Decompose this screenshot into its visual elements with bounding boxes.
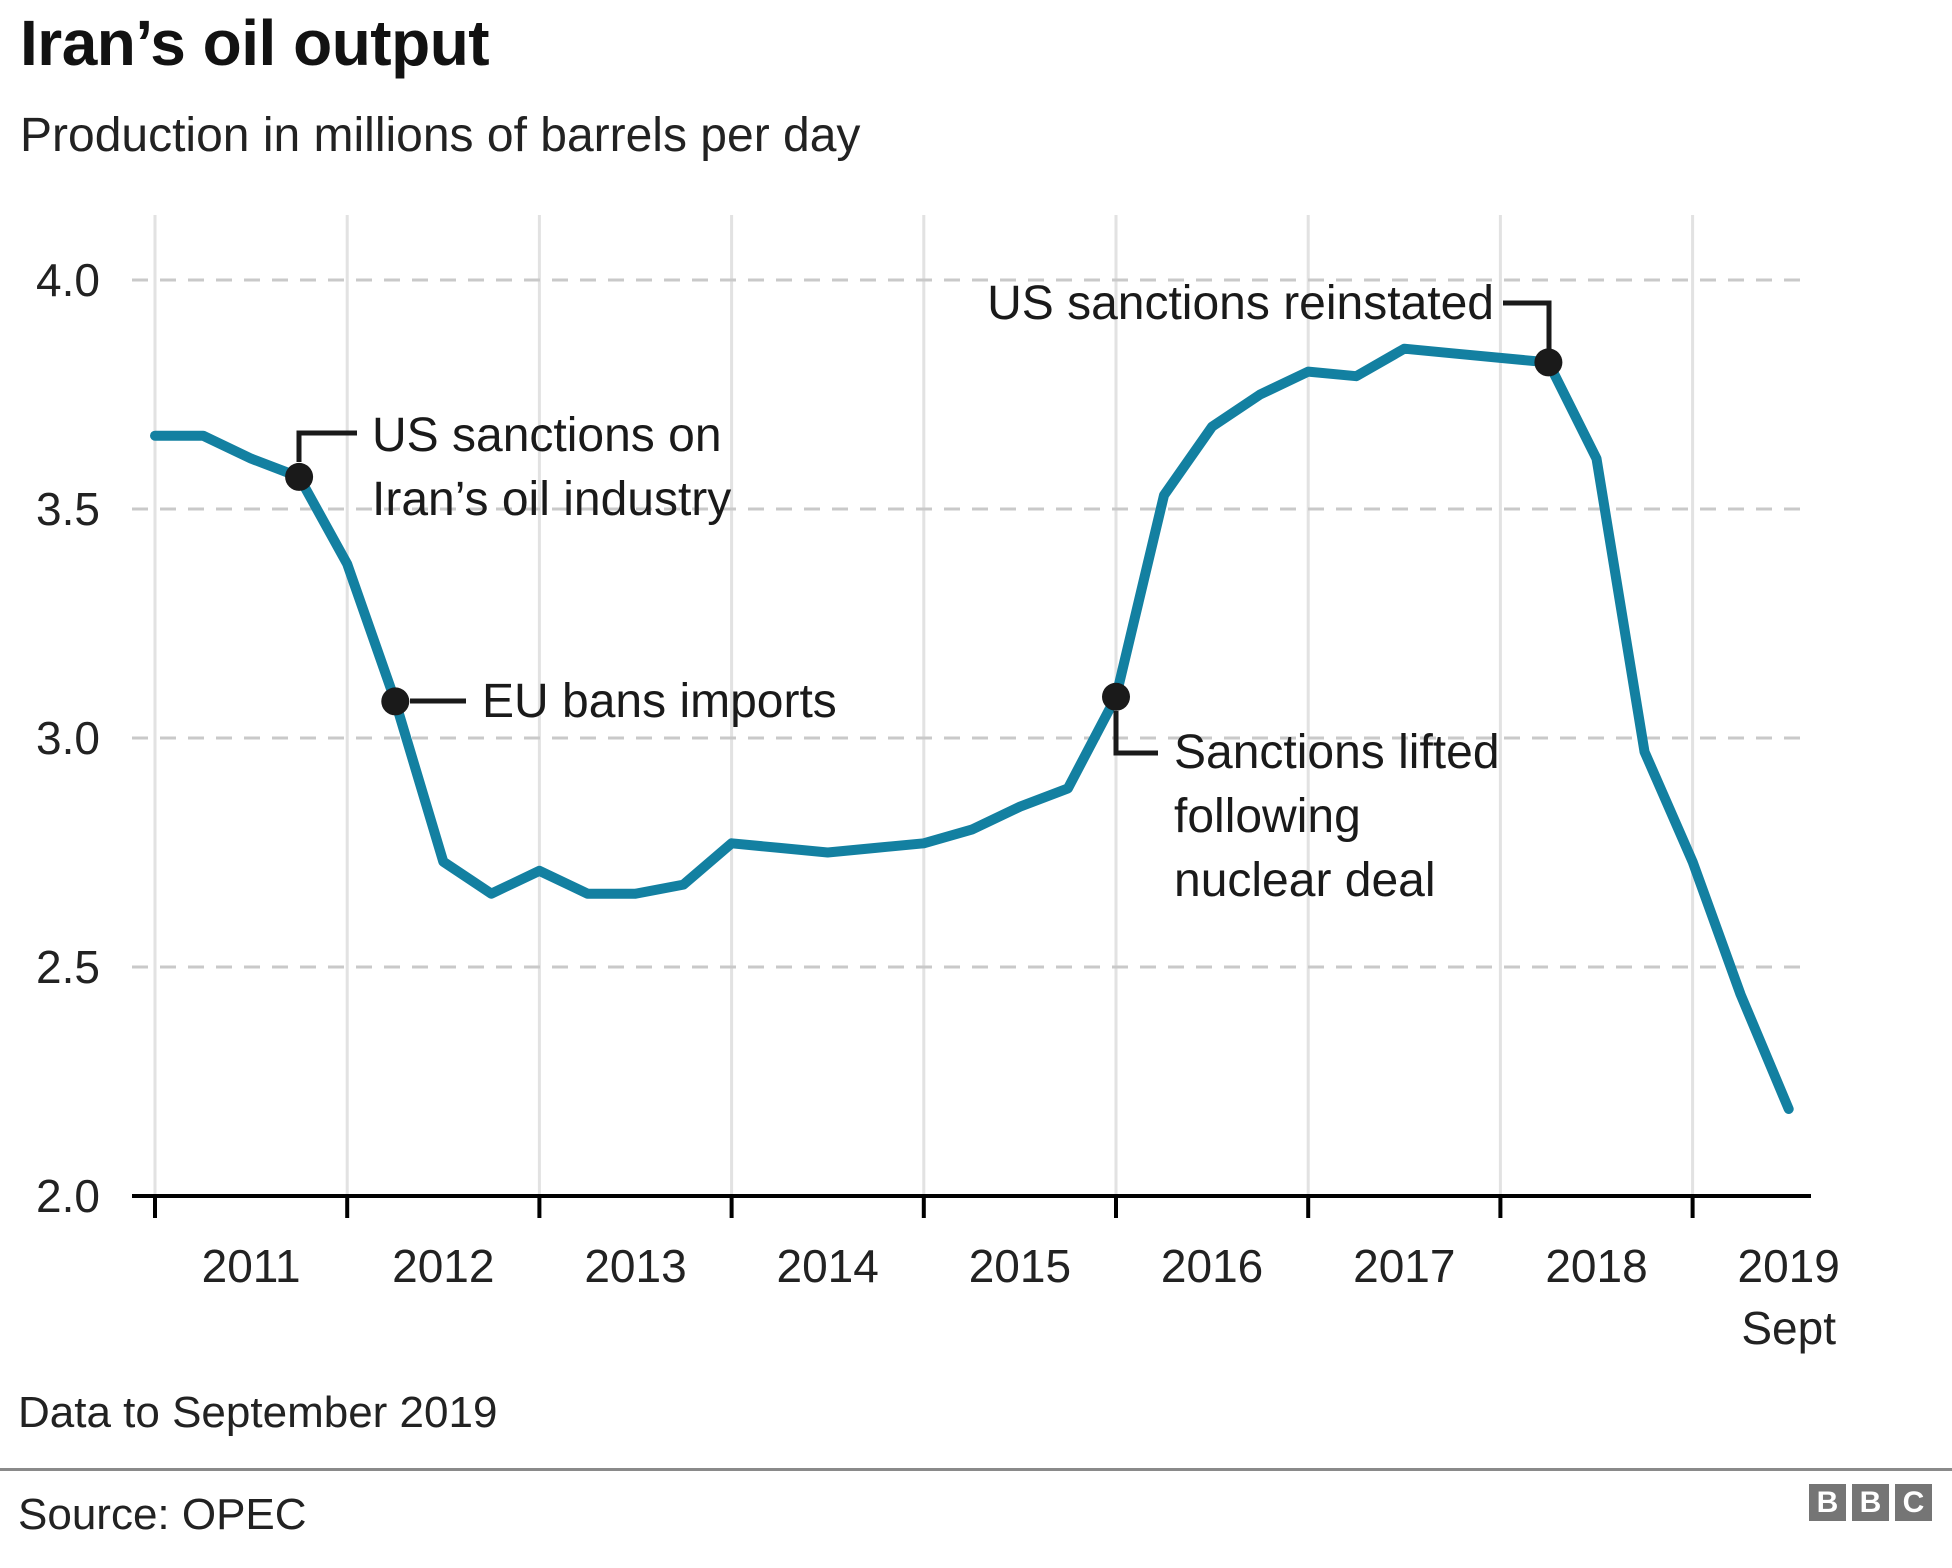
annotation-connector [1113,711,1158,756]
y-axis-label: 4.0 [36,254,100,306]
bbc-logo: B B C [1809,1484,1932,1521]
x-axis-label: 2013 [584,1240,686,1292]
y-axis-label: 3.5 [36,483,100,535]
annotation-label: EU bans imports [482,675,837,728]
x-axis-label: 2017 [1353,1240,1455,1292]
y-axis-label: 2.5 [36,941,100,993]
y-axis-label: 3.0 [36,712,100,764]
x-axis-label: 2015 [969,1240,1071,1292]
annotation-dot [285,462,314,491]
annotation-connector [1503,300,1552,350]
annotation-label: US sanctions reinstated [987,277,1494,330]
y-axis-label: 2.0 [36,1170,100,1222]
x-axis-label: 2012 [392,1240,494,1292]
annotation-label: US sanctions on Iran’s oil industry [372,409,731,526]
bbc-logo-block: B [1852,1484,1889,1521]
footer-divider [0,1468,1952,1471]
source-label: Source: OPEC [18,1490,307,1539]
annotation-dot [1102,682,1130,711]
x-axis-label: 2018 [1545,1240,1647,1292]
annotation-connector [296,430,357,462]
x-axis-label: 2016 [1161,1240,1263,1292]
x-axis-label: 2019 Sept [1738,1240,1840,1354]
annotation-dot [1534,348,1563,377]
page-title: Iran’s oil output [20,7,490,79]
x-axis-label: 2014 [777,1240,879,1292]
chart-subtitle: Production in millions of barrels per da… [20,109,861,162]
annotation-dot [381,687,410,716]
x-axis-label: 2011 [202,1240,301,1292]
bbc-logo-block: B [1809,1484,1846,1521]
data-line [150,343,1794,1114]
annotation-label: Sanctions lifted following nuclear deal [1174,726,1500,907]
bbc-logo-block: C [1895,1484,1932,1521]
chart-footnote: Data to September 2019 [18,1388,498,1437]
